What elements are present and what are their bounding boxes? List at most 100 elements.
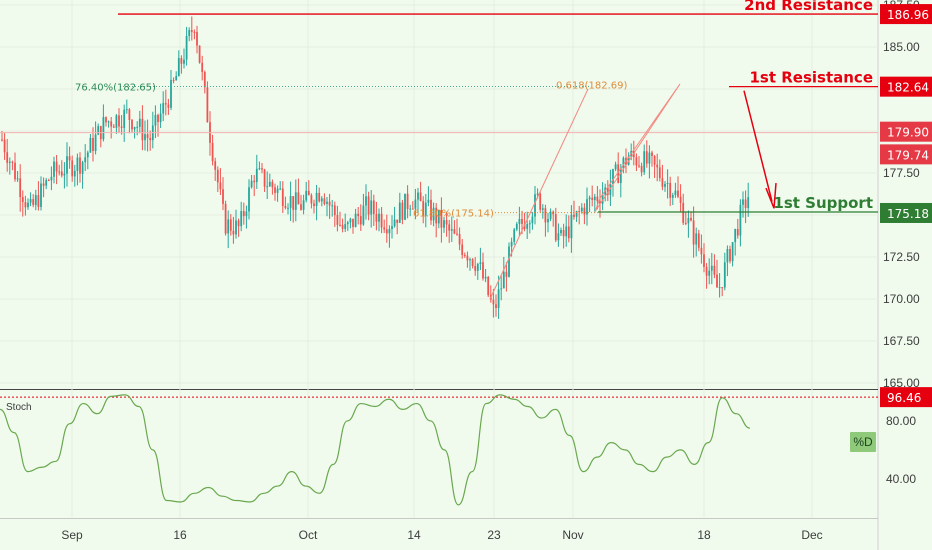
candle-body [599, 201, 601, 204]
support-1-tag [880, 202, 932, 223]
candle-body [617, 164, 620, 184]
candle-body [612, 169, 614, 185]
candle-body [380, 213, 383, 228]
candle-body [565, 226, 568, 237]
candle-body [614, 164, 617, 170]
stoch-d-line [0, 394, 751, 506]
stoch-panel-background [0, 390, 878, 518]
candle-body [609, 184, 612, 195]
price-panel-background [0, 0, 878, 389]
candle-body [66, 156, 68, 174]
candle-body [747, 197, 750, 209]
candle-body [422, 201, 425, 216]
candle-body [359, 216, 362, 225]
candle-body [547, 218, 549, 223]
abcd-pattern-right [594, 83, 681, 212]
candle-body [1, 139, 3, 141]
candle-body [710, 265, 713, 271]
candle-body [588, 197, 591, 200]
candle-body [378, 213, 380, 222]
candle-body [34, 195, 37, 205]
candle-body [261, 168, 263, 170]
candle-body [515, 223, 518, 230]
candle-body [388, 228, 391, 234]
candle-body [86, 152, 89, 158]
candle-body [16, 178, 19, 180]
candle-body [50, 176, 53, 181]
candle-body [723, 262, 726, 288]
resistance-1-label: 1st Resistance [749, 69, 873, 87]
candle-body [339, 224, 341, 226]
candle-body [713, 265, 716, 275]
candle-body [497, 289, 500, 309]
candle-body [703, 254, 705, 267]
candle-body [443, 220, 445, 228]
candle-body [68, 156, 71, 161]
candle-body [656, 164, 659, 168]
candle-body [742, 199, 744, 205]
close-price-tag-text: 179.74 [887, 148, 929, 162]
candle-body [263, 169, 266, 187]
candle-body [567, 226, 570, 239]
stoch-legend-badge [850, 432, 876, 452]
candle-body [196, 31, 198, 46]
price-tick-label: 167.50 [883, 334, 920, 348]
candle-body [268, 181, 271, 187]
candle-body [461, 244, 464, 255]
candle-body [664, 183, 666, 187]
candle-body [372, 200, 375, 214]
candle-body [175, 76, 178, 81]
candle-body [133, 127, 136, 130]
candle-body [651, 152, 653, 157]
candle-body [469, 259, 471, 261]
candle-body [63, 173, 66, 176]
candle-body [521, 218, 523, 224]
candle-body [679, 196, 682, 203]
candle-body [206, 87, 209, 123]
candle-body [240, 211, 243, 227]
candle-body [593, 196, 596, 201]
candle-body [484, 276, 487, 279]
candle-body [404, 193, 406, 220]
candle-body [328, 201, 331, 206]
candle-body [302, 200, 305, 210]
candle-body [391, 226, 393, 229]
candle-body [695, 233, 698, 245]
candle-body [19, 178, 22, 198]
candle-body [159, 113, 162, 123]
candle-body [21, 197, 24, 203]
candle-body [510, 241, 513, 247]
candle-body [203, 72, 206, 88]
candle-body [406, 193, 409, 210]
candle-body [115, 115, 118, 128]
price-axis: 165.00167.50170.00172.50175.00177.50180.… [880, 0, 932, 390]
candle-body [552, 211, 555, 215]
candle-body [573, 214, 575, 217]
candle-body [60, 171, 63, 176]
candle-body [157, 114, 159, 123]
candle-body [336, 215, 339, 225]
fib-label: 0.618(182.69) [556, 80, 628, 91]
candle-body [128, 109, 131, 120]
candle-body [674, 190, 677, 196]
candle-body [227, 219, 230, 234]
candle-body [580, 207, 583, 212]
stoch-value-tag-text: 96.46 [887, 391, 921, 405]
candle-body [726, 249, 729, 263]
current-price-tag [880, 121, 932, 142]
candle-body [549, 211, 552, 219]
candle-body [383, 227, 386, 230]
candle-body [619, 168, 622, 184]
candle-body [73, 170, 76, 177]
candle-body [89, 137, 92, 153]
candle-body [281, 188, 284, 207]
candle-body [138, 118, 141, 127]
candle-body [313, 203, 315, 207]
candle-body [411, 208, 414, 210]
candle-body [167, 104, 170, 108]
candle-body [136, 126, 139, 128]
candle-body [235, 220, 237, 235]
candle-body [219, 182, 222, 190]
candle-body [172, 79, 175, 81]
candle-body [354, 213, 357, 227]
